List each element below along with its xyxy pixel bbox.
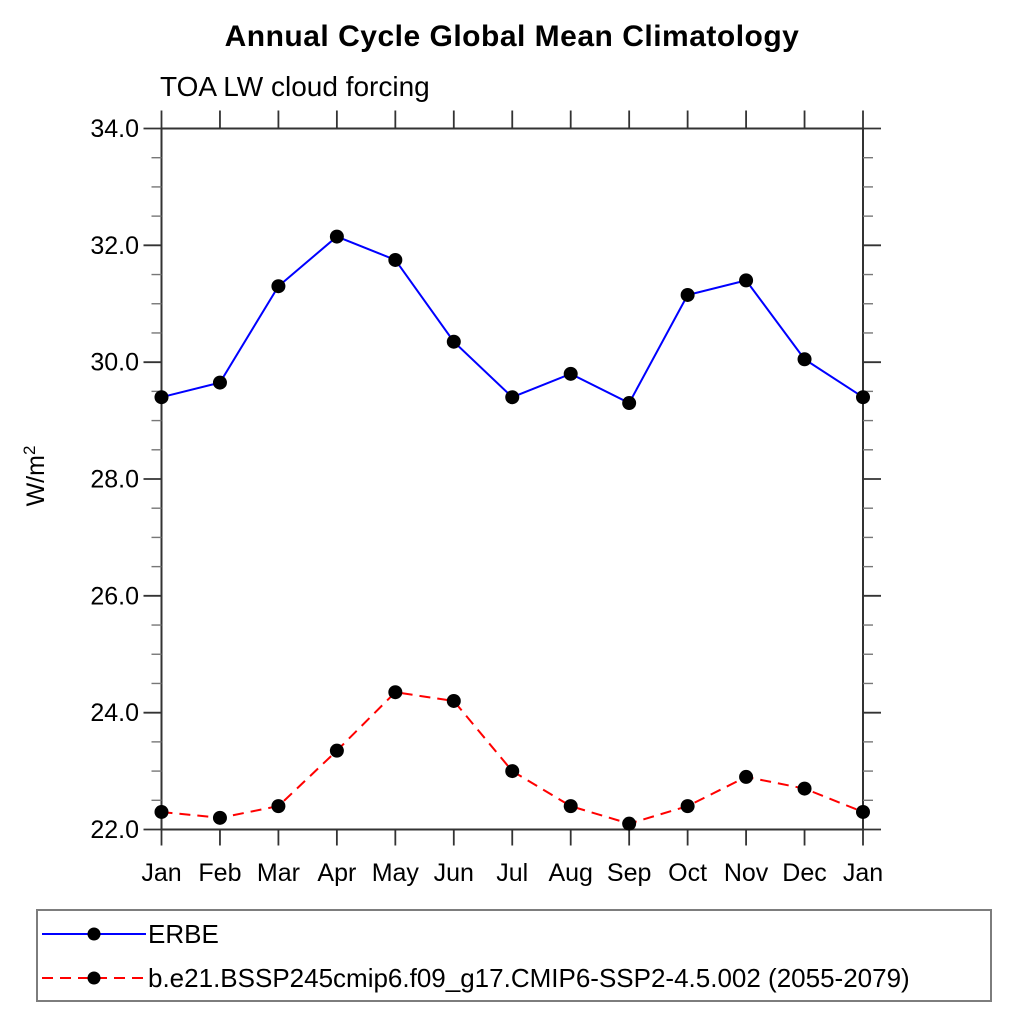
svg-text:34.0: 34.0 xyxy=(90,115,139,143)
x-axis-ticks xyxy=(160,110,864,846)
svg-text:Jan: Jan xyxy=(141,859,181,887)
series-markers-0 xyxy=(154,229,870,411)
svg-text:28.0: 28.0 xyxy=(90,466,139,494)
svg-text:Jul: Jul xyxy=(496,859,528,887)
legend-line-sample xyxy=(42,971,146,984)
series-line-0 xyxy=(161,235,864,405)
plot-frame xyxy=(160,127,864,831)
svg-text:Aug: Aug xyxy=(548,859,592,887)
legend-item: b.e21.BSSP245cmip6.f09_g17.CMIP6-SSP2-4.… xyxy=(40,958,990,998)
svg-text:Oct: Oct xyxy=(668,859,707,887)
svg-text:24.0: 24.0 xyxy=(90,699,139,727)
legend-item: ERBE xyxy=(40,914,990,954)
legend-marker-icon xyxy=(87,971,101,984)
legend-label: b.e21.BSSP245cmip6.f09_g17.CMIP6-SSP2-4.… xyxy=(148,962,910,993)
svg-text:30.0: 30.0 xyxy=(90,349,139,377)
series-line-1 xyxy=(161,691,864,825)
y-axis-ticks xyxy=(143,127,881,831)
svg-text:32.0: 32.0 xyxy=(90,232,139,260)
svg-text:Feb: Feb xyxy=(198,859,241,887)
series-markers-1 xyxy=(154,685,870,831)
legend-label: ERBE xyxy=(148,918,219,949)
y-axis-labels: 22.0 24.0 26.0 28.0 30.0 32.0 34.0 xyxy=(90,115,139,844)
svg-text:Jun: Jun xyxy=(434,859,474,887)
chart-title: Annual Cycle Global Mean Climatology xyxy=(224,20,800,53)
y-axis-title: W/m2 xyxy=(20,446,50,507)
svg-text:Nov: Nov xyxy=(724,859,769,887)
legend-marker-icon xyxy=(87,927,101,940)
plot-area: Jan Feb Mar Apr May Jun Jul Aug Sep Oct Nov Dec Jan2… xyxy=(20,110,883,887)
svg-text:Mar: Mar xyxy=(257,859,300,887)
svg-text:May: May xyxy=(372,859,420,887)
x-axis-labels: Jan Feb Mar Apr May Jun Jul Aug Sep Oct Nov Dec Jan xyxy=(141,859,883,887)
svg-text:Dec: Dec xyxy=(782,859,826,887)
svg-text:Apr: Apr xyxy=(317,859,356,887)
svg-text:26.0: 26.0 xyxy=(90,582,139,610)
legend-line-sample xyxy=(42,927,146,940)
svg-text:Jan: Jan xyxy=(843,859,883,887)
legend-box: ERBE b.e21.BSSP245cmip6.f09_g17.CMIP6-SSP… xyxy=(36,909,992,1002)
chart-subtitle: TOA LW cloud forcing xyxy=(160,71,430,102)
svg-text:Sep: Sep xyxy=(607,859,651,887)
svg-text:22.0: 22.0 xyxy=(90,816,139,844)
